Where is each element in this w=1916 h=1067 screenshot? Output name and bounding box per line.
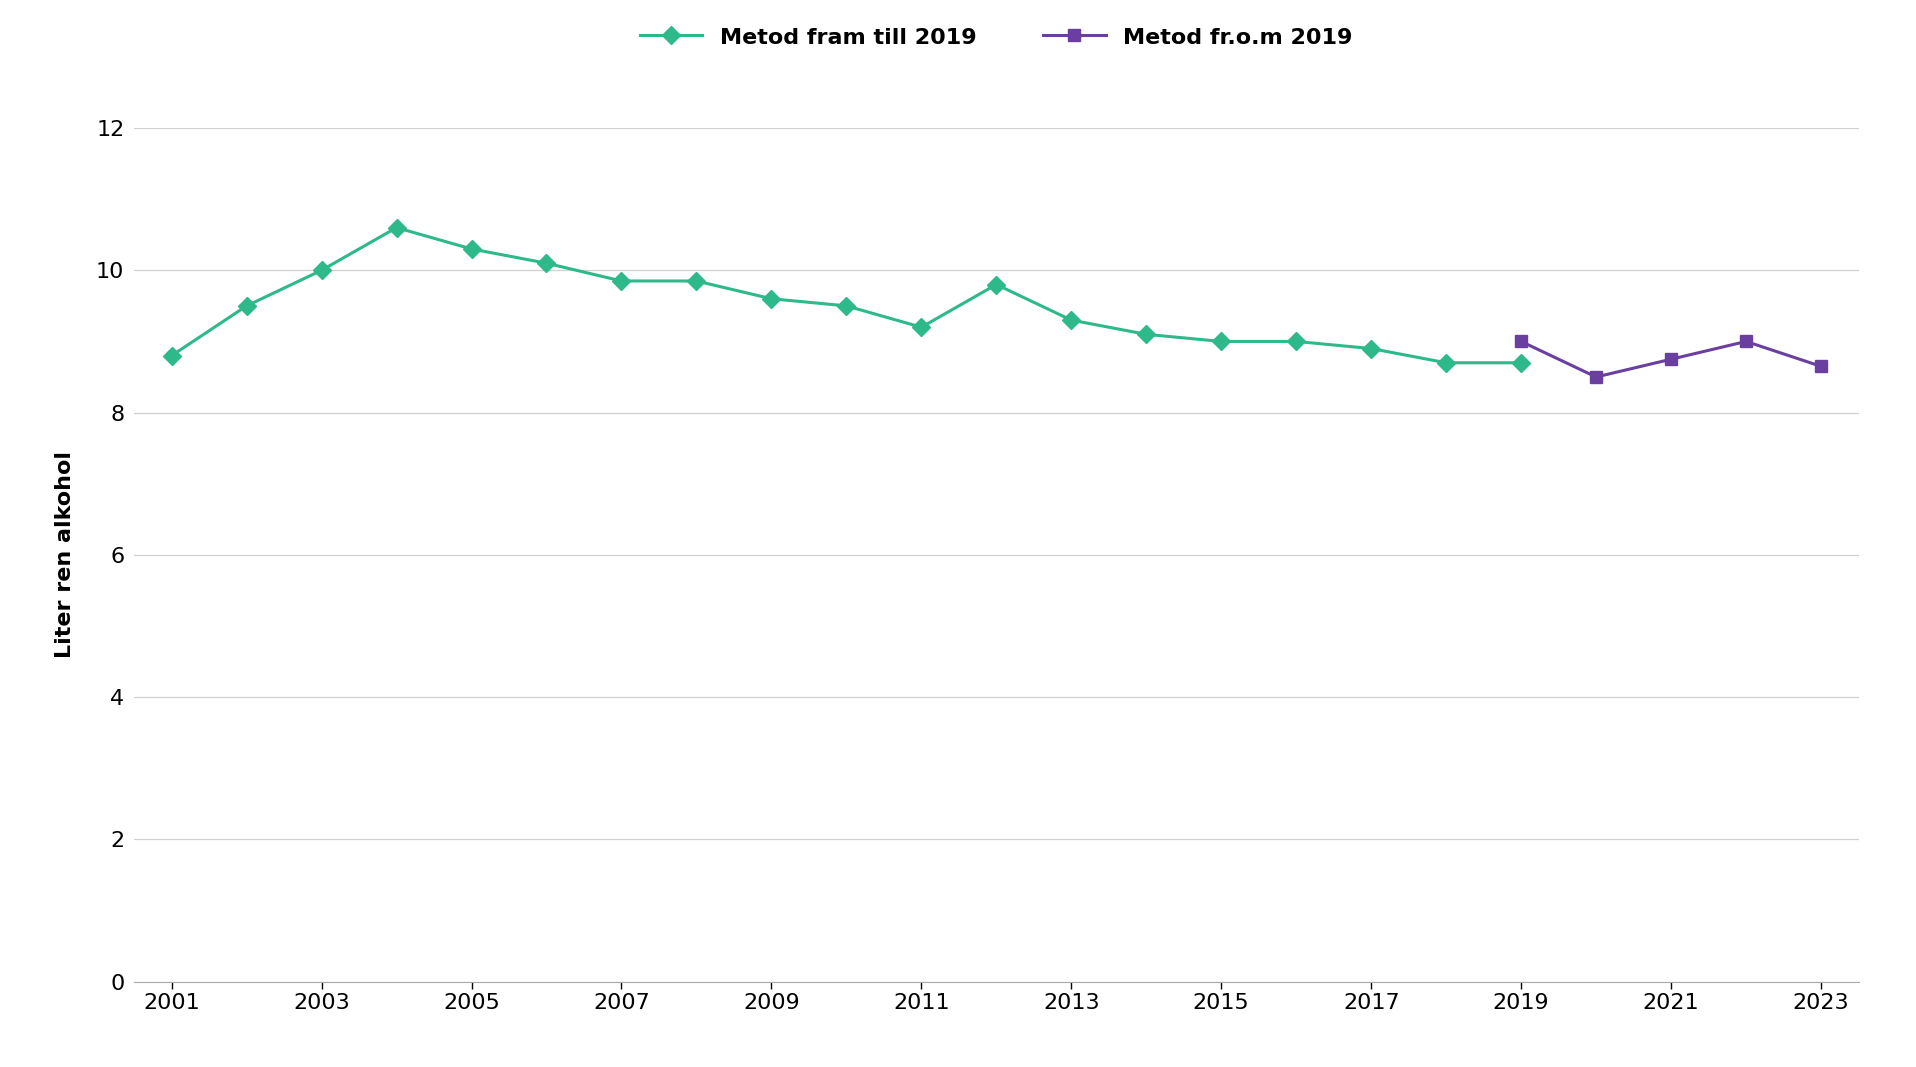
Metod fr.o.m 2019 (1659, 353, 1682, 366)
Metod fram till 2019 (535, 257, 558, 270)
Metod fram till 2019 (609, 274, 632, 287)
Metod fram till 2019 (1060, 314, 1083, 327)
Metod fram till 2019 (161, 349, 184, 362)
Metod fram till 2019 (910, 321, 933, 334)
Legend: Metod fram till 2019, Metod fr.o.m 2019: Metod fram till 2019, Metod fr.o.m 2019 (630, 17, 1362, 57)
Metod fram till 2019 (684, 274, 707, 287)
Metod fram till 2019 (1435, 356, 1458, 369)
Metod fr.o.m 2019 (1510, 335, 1533, 348)
Metod fram till 2019 (985, 278, 1008, 291)
Metod fram till 2019 (1134, 328, 1157, 340)
Line: Metod fr.o.m 2019: Metod fr.o.m 2019 (1516, 335, 1828, 383)
Metod fram till 2019 (236, 300, 259, 313)
Metod fr.o.m 2019 (1734, 335, 1757, 348)
Metod fr.o.m 2019 (1585, 370, 1608, 383)
Line: Metod fram till 2019: Metod fram till 2019 (165, 221, 1527, 369)
Metod fram till 2019 (385, 221, 408, 234)
Metod fram till 2019 (835, 300, 858, 313)
Metod fram till 2019 (1286, 335, 1309, 348)
Metod fram till 2019 (1510, 356, 1533, 369)
Metod fram till 2019 (1209, 335, 1232, 348)
Metod fr.o.m 2019 (1809, 360, 1832, 372)
Metod fram till 2019 (310, 264, 333, 276)
Y-axis label: Liter ren alkohol: Liter ren alkohol (56, 451, 75, 658)
Metod fram till 2019 (1360, 343, 1383, 355)
Metod fram till 2019 (460, 242, 483, 255)
Metod fram till 2019 (761, 292, 784, 305)
